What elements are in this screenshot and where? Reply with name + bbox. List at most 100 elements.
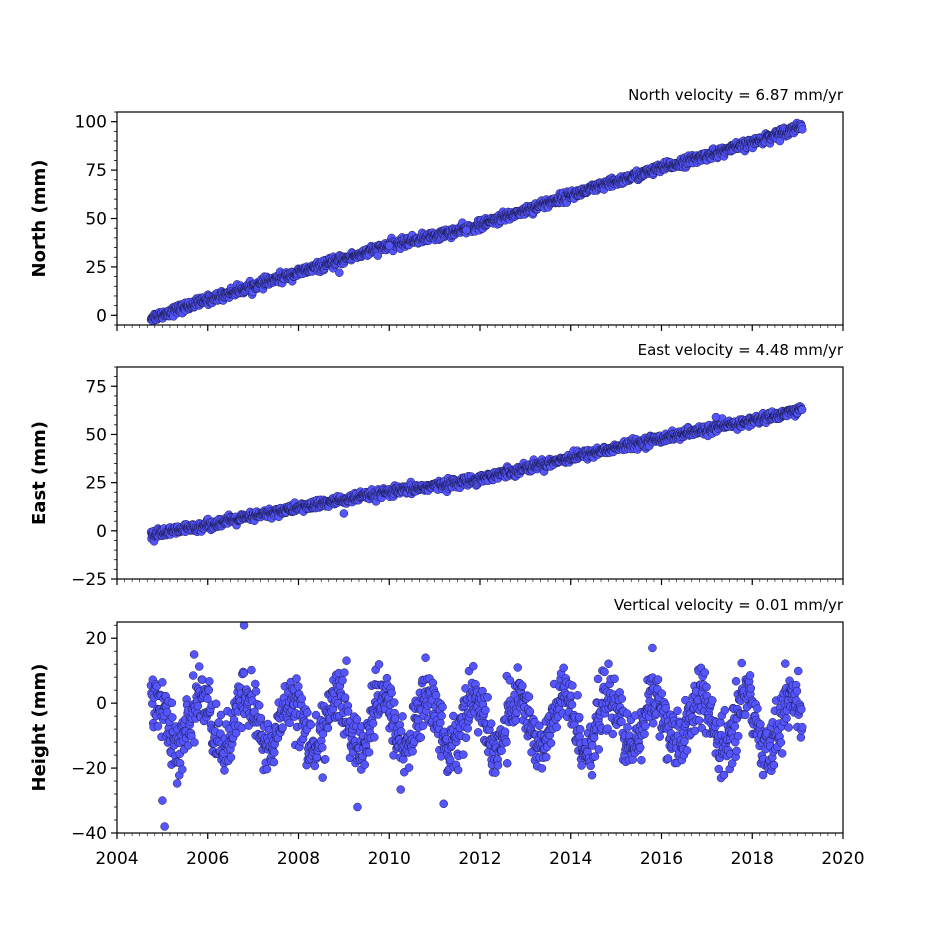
data-point [782,714,791,723]
data-point [741,710,750,720]
data-point [610,674,619,684]
data-point [216,710,226,720]
data-point [214,718,223,727]
outlier-point [385,241,394,250]
data-point [505,676,515,685]
data-point [198,675,207,684]
data-point [673,706,682,716]
y-tick-label: −20 [71,759,107,779]
data-point [500,727,510,736]
data-point [737,658,747,668]
data-point [463,724,472,733]
data-point [320,754,330,764]
data-point [655,732,664,741]
data-point [637,755,646,765]
data-point [486,719,496,728]
data-point [473,728,483,737]
data-point [716,718,725,727]
data-point [294,682,303,691]
outlier-point [160,822,169,831]
north-data-points [146,118,807,325]
data-point [623,723,632,732]
data-point [622,709,632,718]
east-y-axis-label: East (mm) [29,421,50,525]
data-point [502,759,512,768]
y-tick-label: 100 [75,113,107,133]
north-y-axis-label: North (mm) [29,160,50,278]
data-point [306,720,316,730]
x-tick-label: 2006 [186,849,229,869]
data-point [524,692,534,701]
data-point [226,753,236,762]
data-point [793,666,803,676]
data-point [459,750,468,759]
data-point [491,768,500,777]
data-point [590,752,600,761]
data-point [431,691,441,700]
data-point [483,693,492,702]
data-point [251,679,260,689]
data-point [203,694,212,703]
data-point [525,707,535,716]
height-y-axis-label: Height (mm) [29,664,50,792]
data-point [239,668,249,678]
data-point [453,765,463,775]
data-point [797,125,807,134]
y-tick-label: 25 [85,474,107,494]
data-point [617,717,626,726]
x-tick-label: 2008 [277,849,320,869]
y-tick-label: 0 [96,694,107,714]
data-point [270,748,279,757]
data-point [205,677,214,686]
data-point [416,733,426,742]
data-point [396,727,406,736]
data-point [700,668,710,677]
data-point [193,701,203,711]
data-point [323,723,333,733]
data-point [588,741,597,750]
height-data-points [146,622,807,831]
data-point [153,722,163,731]
data-point [575,712,584,722]
data-point [318,729,328,739]
height-velocity-label: Vertical velocity = 0.01 mm/yr [614,596,844,614]
data-point [360,760,370,769]
y-tick-label: 50 [85,210,107,230]
data-point [653,675,663,684]
y-tick-label: 0 [96,306,107,326]
data-point [469,661,478,671]
data-point [513,663,522,672]
data-point [220,766,229,775]
x-tick-label: 2018 [731,849,774,869]
data-point [552,722,562,732]
data-point [586,761,595,771]
data-point [796,733,806,742]
data-point [733,731,743,741]
data-point [730,722,740,731]
outlier-point [439,799,448,809]
data-point [608,729,618,739]
data-point [497,746,506,755]
data-point [204,685,214,695]
data-point [575,724,585,734]
data-point [340,693,350,702]
data-point [593,674,603,684]
data-point [398,712,407,721]
x-tick-label: 2020 [821,849,864,869]
data-point [190,738,199,747]
data-point [364,748,374,757]
data-point [797,705,806,714]
y-tick-label: −25 [71,570,107,590]
data-point [753,704,762,713]
north-velocity-label: North velocity = 6.87 mm/yr [628,86,844,104]
data-point [577,761,586,770]
data-point [370,732,379,742]
x-tick-label: 2014 [549,849,592,869]
outlier-point [711,412,721,422]
data-point [303,708,312,717]
data-point [188,671,198,680]
data-point [418,721,428,730]
outlier-point [189,650,199,659]
data-point [493,761,503,770]
